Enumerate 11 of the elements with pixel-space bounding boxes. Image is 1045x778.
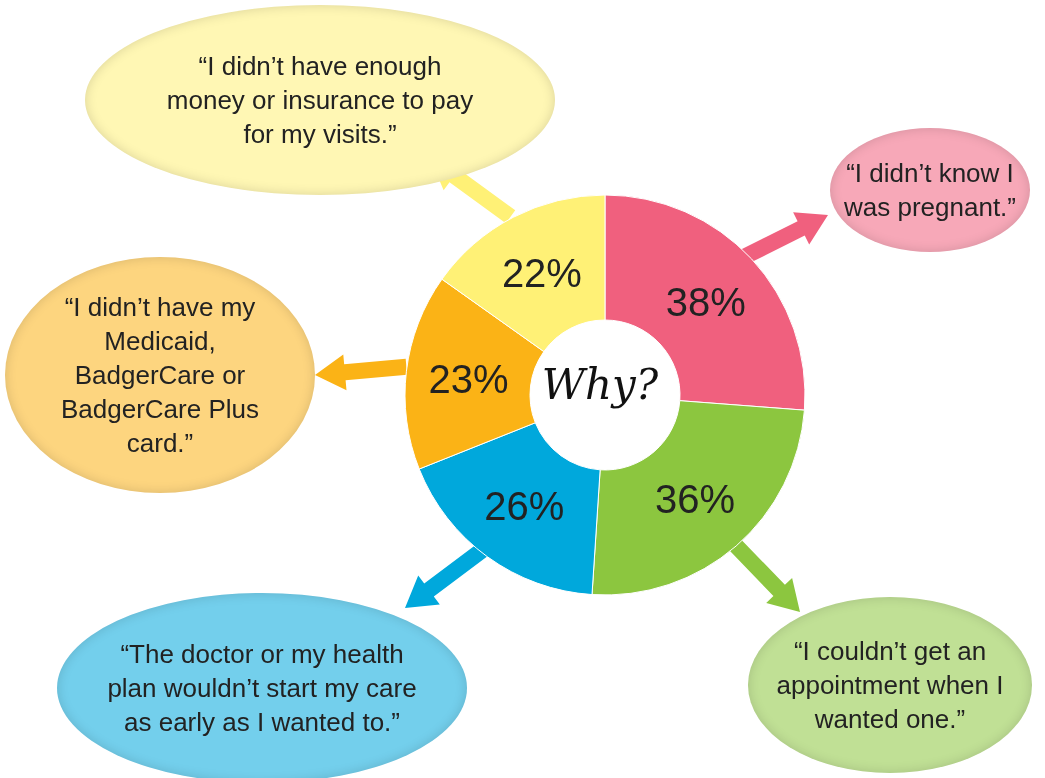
legend-label: “I didn’t have my Medicaid, BadgerCare or BadgerCare Plus card.” — [60, 291, 260, 460]
slice-label: “I didn’t have enough money or insurance to pay for my visits.” — [165, 50, 475, 151]
data-label: 22% — [501, 250, 582, 295]
slice-label: “The doctor or my health plan wouldn’t start my care as early as I wanted to.” — [107, 638, 417, 739]
data-label: 36% — [655, 476, 736, 521]
data-label: 38% — [665, 279, 746, 324]
data-label: 26% — [484, 484, 565, 529]
text: Why? — [540, 360, 660, 409]
data-label: 23% — [428, 356, 509, 401]
slice-label: “I couldn’t get an appointment when I wanted one.” — [775, 635, 1005, 736]
slice-label: “I didn’t know I was pregnant.” — [843, 157, 1017, 224]
